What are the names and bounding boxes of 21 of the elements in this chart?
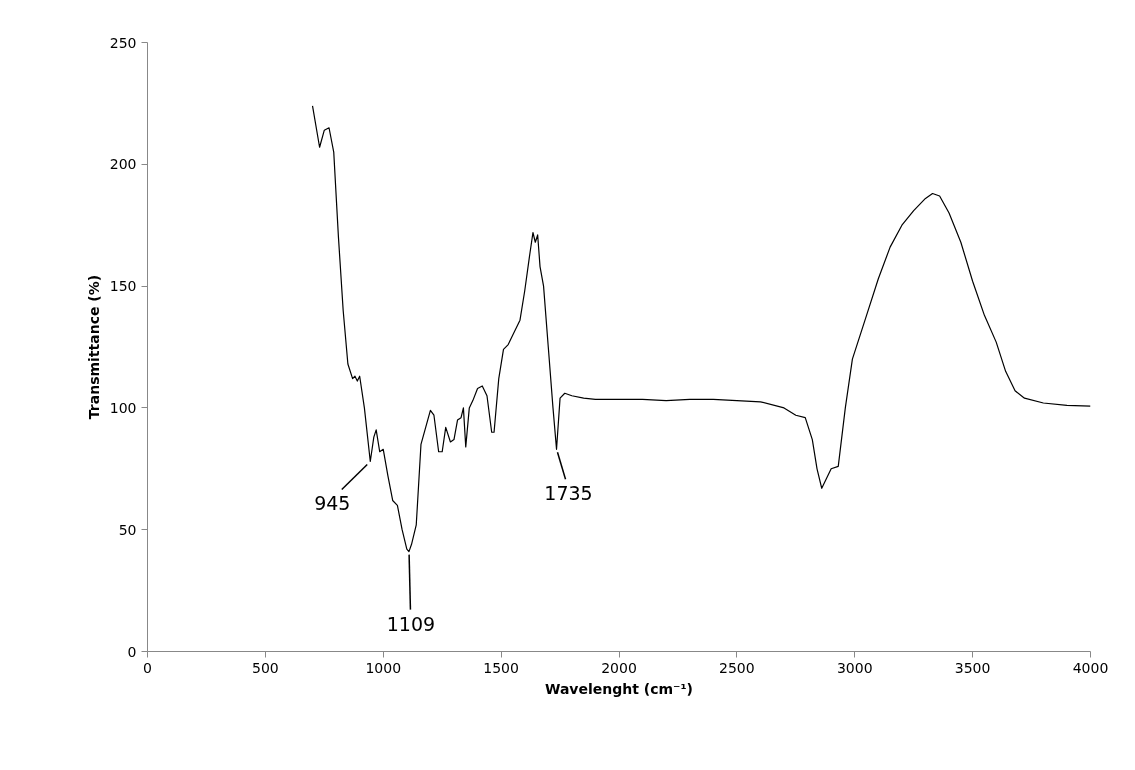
y-tick-label: 0: [127, 643, 137, 660]
line-series: [311, 105, 1091, 553]
annotation: 1735: [544, 482, 593, 505]
x-tick-label: 1500: [483, 659, 519, 676]
y-tick-label: 50: [118, 521, 137, 538]
x-tick-label: 2000: [601, 659, 637, 676]
x-tick-label: 4000: [1072, 659, 1109, 676]
y-tick-label: 150: [109, 278, 137, 295]
annotation: 945: [314, 492, 351, 515]
annotation: 1109: [386, 612, 436, 635]
x-tick-label: 3000: [836, 659, 873, 676]
y-tick-label: 200: [109, 156, 137, 173]
y-tick-label: 250: [109, 34, 137, 51]
x-tick-label: 2500: [719, 659, 755, 676]
x-tick-label: 1000: [365, 659, 402, 676]
x-tick-label: 500: [252, 659, 279, 676]
x-axis-title: Wavelenght (cm⁻¹): [544, 680, 694, 697]
x-tick-label: 0: [143, 659, 152, 676]
x-tick-label: 3500: [954, 659, 991, 676]
y-axis-title: Transmittance (%): [85, 274, 102, 420]
y-tick-label: 100: [109, 399, 137, 416]
